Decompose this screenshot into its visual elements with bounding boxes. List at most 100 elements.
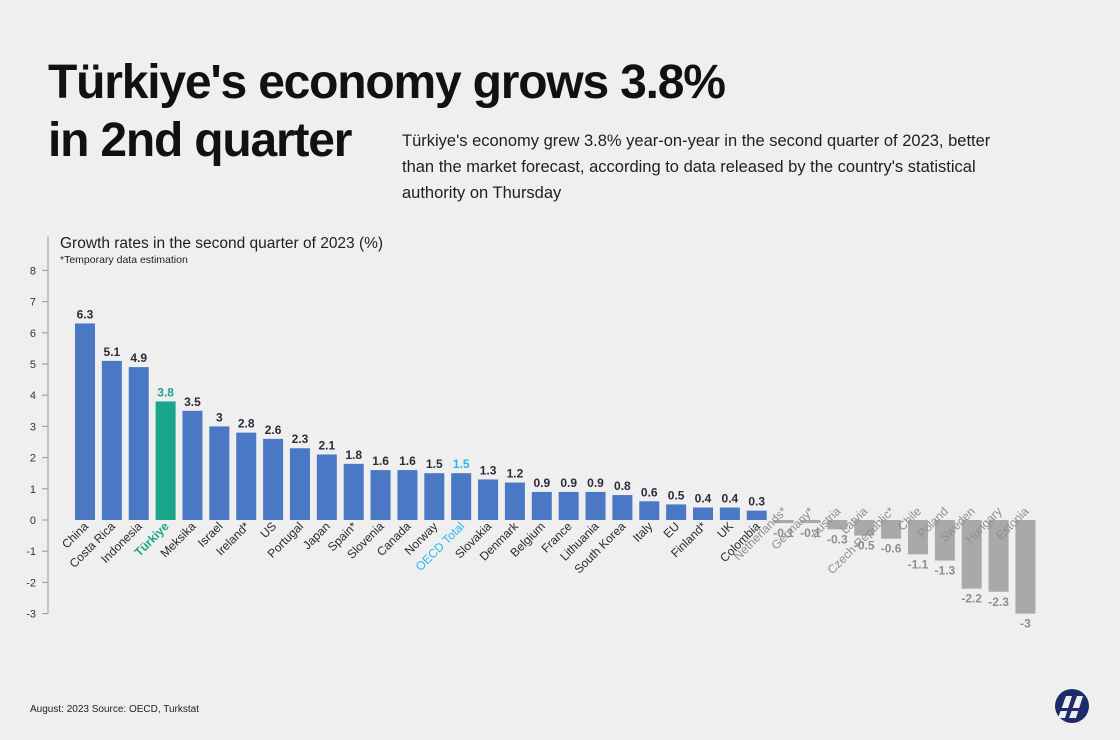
value-labels: 6.3 5.1 4.9 3.8 3.5 3 2.8 2.6 2.3 2.1 1.8 1.6 1.6 1.5…	[77, 307, 1031, 630]
value-label: 5.1	[104, 345, 121, 359]
value-label: 1.6	[399, 454, 416, 468]
bar	[531, 491, 552, 520]
y-tick-label: 5	[30, 359, 36, 371]
bar	[155, 401, 176, 520]
y-tick-label: 1	[30, 484, 36, 496]
bar	[370, 470, 391, 520]
source-footer: August: 2023 Source: OECD, Turkstat	[30, 704, 199, 715]
y-tick-label: -2	[26, 577, 36, 589]
value-label: 1.6	[372, 454, 389, 468]
value-label: 2.3	[292, 432, 309, 446]
value-label: 3.5	[184, 395, 201, 409]
value-label: 0.6	[641, 485, 658, 499]
y-tick-label: -1	[26, 546, 36, 558]
value-label: 0.5	[668, 488, 685, 502]
value-label: -0.1	[773, 526, 794, 540]
y-tick-label: 3	[30, 421, 36, 433]
category-label: UK	[714, 519, 736, 541]
bar	[504, 482, 525, 520]
value-label: 1.5	[453, 457, 470, 471]
value-label: 0.9	[587, 476, 604, 490]
value-label: -0.1	[800, 526, 821, 540]
page-title: Türkiye's economy grows 3.8% in 2nd quar…	[48, 54, 726, 170]
bar	[719, 507, 740, 520]
bar	[289, 448, 310, 520]
title-line-1: Türkiye's economy grows 3.8%	[48, 56, 726, 109]
bar	[343, 463, 364, 520]
title-line-2: in 2nd quarter	[48, 114, 352, 167]
y-tick-label: 2	[30, 453, 36, 465]
bar	[585, 491, 606, 520]
category-label: US	[258, 519, 280, 541]
value-label: -2.2	[961, 592, 982, 606]
value-label: 4.9	[130, 351, 147, 365]
bar	[209, 426, 230, 520]
bar	[316, 454, 337, 520]
value-label: 3.8	[157, 385, 174, 399]
value-label: 0.8	[614, 479, 631, 493]
bar	[827, 520, 848, 530]
y-axis-ticks: 8 7 6 5 4 3 2 1 0 -1 -2 -3	[26, 265, 48, 621]
value-label: -0.5	[854, 539, 875, 553]
value-label: 0.9	[533, 476, 550, 490]
bar	[881, 520, 902, 539]
bar	[397, 470, 418, 520]
bar	[854, 520, 875, 536]
bar	[263, 438, 284, 520]
bar	[236, 432, 257, 520]
value-label: 1.2	[507, 467, 524, 481]
category-label: EU	[661, 519, 683, 541]
value-label: -1.1	[908, 557, 929, 571]
chart-title: Growth rates in the second quarter of 20…	[60, 235, 383, 252]
bar	[639, 501, 660, 520]
bar	[478, 479, 499, 520]
bar	[612, 495, 633, 520]
bar	[451, 473, 472, 520]
bar	[907, 520, 928, 555]
value-label: 1.5	[426, 457, 443, 471]
bar	[424, 473, 445, 520]
value-label: -2.3	[988, 595, 1009, 609]
value-label: 0.4	[722, 492, 739, 506]
y-tick-label: -3	[26, 609, 36, 621]
value-label: 2.1	[318, 438, 335, 452]
y-tick-label: 7	[30, 297, 36, 309]
chart-note: *Temporary data estimation	[60, 254, 188, 266]
value-label: 6.3	[77, 307, 94, 321]
bar	[1015, 520, 1036, 614]
y-tick-label: 8	[30, 265, 36, 277]
bar	[75, 323, 95, 520]
y-tick-label: 4	[30, 390, 36, 402]
y-tick-label: 0	[30, 515, 36, 527]
value-label: 1.3	[480, 463, 497, 477]
category-label: Italy	[630, 519, 655, 544]
value-label: -1.3	[934, 564, 955, 578]
value-label: -0.3	[827, 532, 848, 546]
value-label: 2.8	[238, 417, 255, 431]
value-label: 0.4	[695, 492, 712, 506]
value-label: 2.6	[265, 423, 282, 437]
bar	[128, 367, 149, 520]
bar	[558, 491, 579, 520]
bar	[746, 510, 767, 520]
bar	[961, 520, 982, 589]
value-label: 0.9	[560, 476, 577, 490]
value-label: 1.8	[345, 448, 362, 462]
bar	[800, 520, 821, 524]
bar	[101, 360, 122, 520]
bar	[666, 504, 687, 520]
subtitle: Türkiye's economy grew 3.8% year-on-year…	[402, 132, 991, 202]
value-label: 3	[216, 410, 223, 424]
bar	[182, 410, 203, 520]
aa-logo-icon	[1052, 688, 1092, 729]
bars	[75, 323, 1036, 614]
value-label: -0.6	[881, 542, 902, 556]
bar	[988, 520, 1009, 592]
bar	[773, 520, 794, 524]
bar	[693, 507, 714, 520]
value-label: -3	[1020, 617, 1031, 631]
y-tick-label: 6	[30, 328, 36, 340]
value-label: 0.3	[748, 495, 765, 509]
bar	[934, 520, 955, 561]
